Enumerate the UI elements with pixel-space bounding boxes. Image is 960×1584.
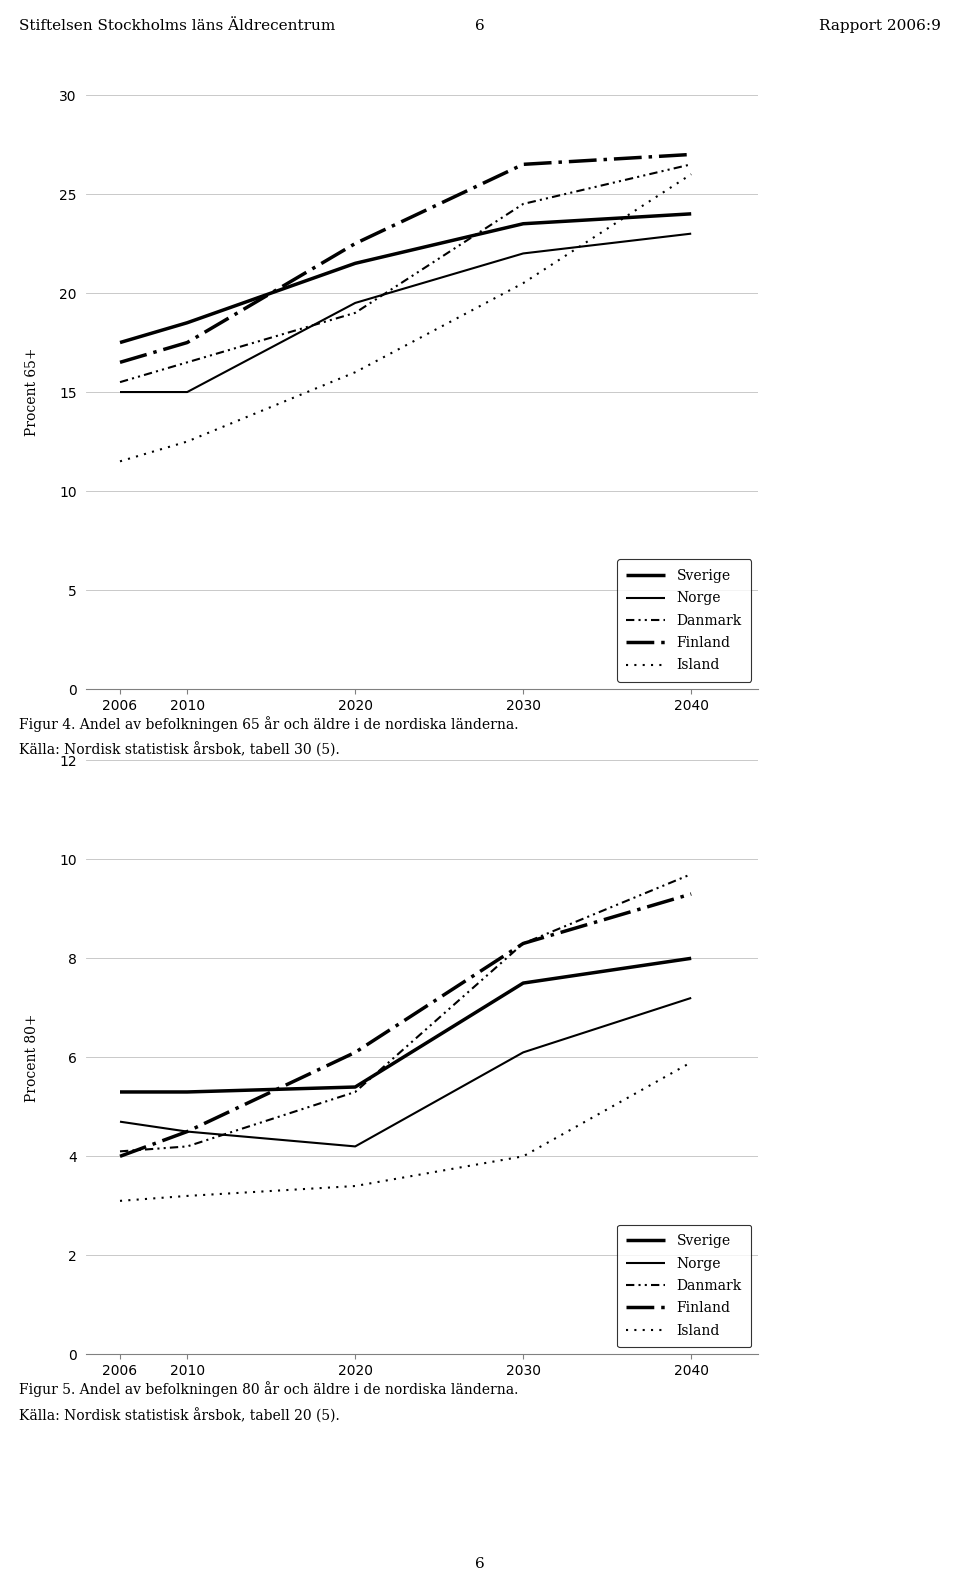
Y-axis label: Procent 80+: Procent 80+ bbox=[25, 1014, 39, 1101]
Text: 6: 6 bbox=[475, 19, 485, 33]
Text: Figur 5. Andel av befolkningen 80 år och äldre i de nordiska länderna.: Figur 5. Andel av befolkningen 80 år och… bbox=[19, 1381, 518, 1397]
Text: Källa: Nordisk statistisk årsbok, tabell 20 (5).: Källa: Nordisk statistisk årsbok, tabell… bbox=[19, 1408, 340, 1424]
Text: Rapport 2006:9: Rapport 2006:9 bbox=[819, 19, 941, 33]
Legend: Sverige, Norge, Danmark, Finland, Island: Sverige, Norge, Danmark, Finland, Island bbox=[616, 1224, 752, 1348]
Text: 6: 6 bbox=[475, 1557, 485, 1571]
Legend: Sverige, Norge, Danmark, Finland, Island: Sverige, Norge, Danmark, Finland, Island bbox=[616, 559, 752, 683]
Y-axis label: Procent 65+: Procent 65+ bbox=[25, 348, 39, 436]
Text: Stiftelsen Stockholms läns Äldrecentrum: Stiftelsen Stockholms läns Äldrecentrum bbox=[19, 19, 335, 33]
Text: Figur 4. Andel av befolkningen 65 år och äldre i de nordiska länderna.: Figur 4. Andel av befolkningen 65 år och… bbox=[19, 716, 518, 732]
Text: Källa: Nordisk statistisk årsbok, tabell 30 (5).: Källa: Nordisk statistisk årsbok, tabell… bbox=[19, 743, 340, 759]
